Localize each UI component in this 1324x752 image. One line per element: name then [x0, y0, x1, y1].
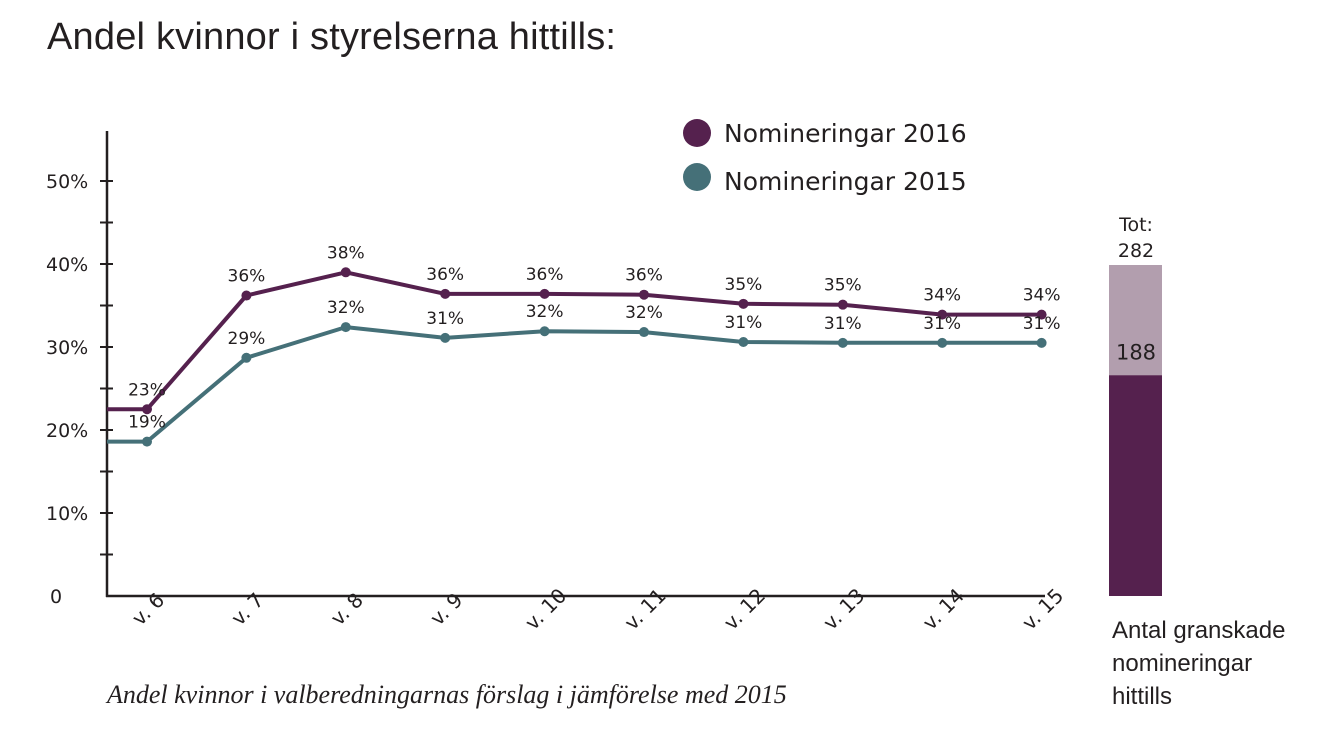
- data-point: [937, 309, 948, 320]
- y-tick-label: 40%: [46, 254, 88, 276]
- legend-marker-2016: [683, 119, 711, 147]
- data-label: 36%: [625, 266, 663, 286]
- data-point: [639, 327, 649, 338]
- data-label: 31%: [824, 314, 862, 334]
- bar-caption-line: nomineringar: [1112, 650, 1253, 677]
- total-bar: Tot: 282 188: [1109, 214, 1162, 596]
- x-tick-label: v. 12: [719, 583, 770, 634]
- y-tick-label: 0: [50, 586, 62, 608]
- data-label: 32%: [327, 298, 365, 318]
- y-tick-label: 30%: [46, 337, 88, 359]
- y-tick-label: 10%: [46, 503, 88, 525]
- bar-caption-line: Antal granskade: [1112, 617, 1286, 644]
- data-point: [837, 299, 848, 310]
- data-point: [340, 267, 351, 278]
- data-point: [539, 288, 550, 299]
- legend-label-2015: Nomineringar 2015: [724, 167, 967, 196]
- legend-label-2016: Nomineringar 2016: [724, 119, 967, 148]
- series-layer: 23% 36% 38% 36% 36% 36% 35% 35% 34% 34% 19% 29% 32% 3…: [107, 243, 1061, 447]
- x-tick-label: v. 10: [520, 583, 571, 634]
- data-label: 19%: [128, 413, 166, 433]
- y-tick-label: 20%: [46, 420, 88, 442]
- data-point: [738, 337, 749, 348]
- data-label: 32%: [526, 302, 564, 322]
- data-label: 36%: [426, 265, 464, 285]
- data-point: [142, 436, 152, 447]
- y-axis: 0 10% 20% 30% 40% 50%: [46, 131, 113, 608]
- x-tick-label: v. 14: [918, 583, 969, 634]
- data-point: [837, 337, 848, 348]
- bar-inner-label: 188: [1116, 340, 1156, 364]
- x-tick-label: v. 6: [127, 588, 169, 630]
- data-label: 23%: [128, 380, 166, 400]
- data-point: [738, 298, 749, 309]
- y-ticks: 0 10% 20% 30% 40% 50%: [46, 171, 113, 608]
- data-point: [1036, 309, 1047, 320]
- page-title: Andel kvinnor i styrelserna hittills:: [47, 16, 617, 58]
- x-tick-label: v. 7: [226, 588, 268, 630]
- y-tick-label: 50%: [46, 171, 88, 193]
- data-label: 31%: [725, 313, 763, 333]
- x-tick-label: v. 8: [326, 588, 368, 630]
- data-label: 31%: [1023, 314, 1061, 334]
- data-label: 34%: [1023, 286, 1061, 306]
- x-tick-label: v. 15: [1017, 583, 1068, 634]
- x-tick-label: v. 11: [619, 583, 670, 634]
- x-tick-label: v. 9: [425, 588, 467, 630]
- data-point: [440, 288, 451, 299]
- bar-caption: Antal granskade nomineringar hittills: [1112, 614, 1317, 713]
- bar-total-label-line2: 282: [1118, 240, 1154, 262]
- bar-caption-line: hittills: [1112, 683, 1173, 710]
- chart-subtitle: Andel kvinnor i valberedningarnas försla…: [107, 680, 787, 709]
- data-label: 38%: [327, 243, 365, 263]
- data-point: [440, 332, 451, 343]
- legend: Nomineringar 2016 Nomineringar 2015: [683, 119, 967, 196]
- data-label: 32%: [625, 303, 663, 323]
- data-label: 36%: [526, 265, 564, 285]
- data-label: 31%: [923, 314, 961, 334]
- data-point: [241, 352, 252, 363]
- data-label: 36%: [228, 267, 266, 287]
- data-label: 35%: [725, 275, 763, 295]
- data-point: [937, 337, 948, 348]
- data-point: [1036, 337, 1047, 348]
- x-tick-label: v. 13: [818, 583, 869, 634]
- data-label: 34%: [923, 286, 961, 306]
- x-labels: v. 6 v. 7 v. 8 v. 9 v. 10 v. 11 v. 12 v. 13 v. 1…: [127, 583, 1068, 634]
- data-label: 29%: [228, 329, 266, 349]
- data-point: [639, 289, 649, 300]
- data-label: 35%: [824, 276, 862, 296]
- data-point: [142, 404, 152, 415]
- data-point: [241, 290, 252, 301]
- legend-marker-2015: [683, 163, 711, 191]
- bar-women-segment: [1109, 375, 1162, 596]
- data-point: [340, 322, 351, 333]
- data-label: 31%: [426, 309, 464, 329]
- data-point: [539, 326, 550, 337]
- bar-total-label-line1: Tot:: [1118, 214, 1153, 236]
